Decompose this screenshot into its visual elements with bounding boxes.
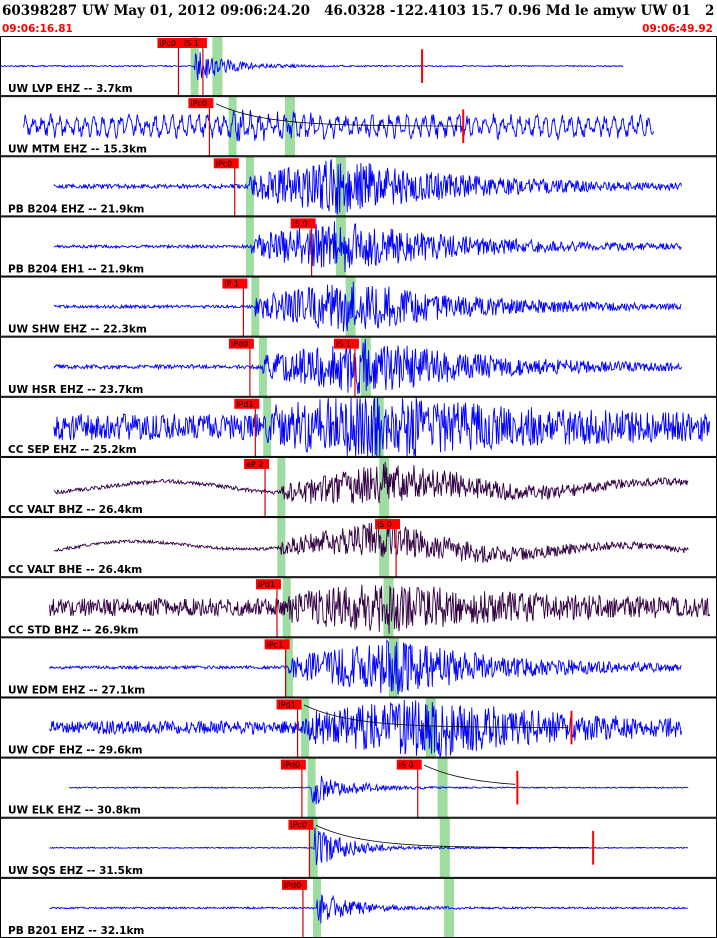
station-label: UW CDF EHZ -- 29.6km bbox=[8, 745, 143, 757]
s-arrival-band bbox=[425, 697, 436, 758]
time-start-label: 09:06:16.81 bbox=[2, 23, 73, 35]
p-arrival-band bbox=[307, 757, 316, 818]
time-end-label: 09:06:49.92 bbox=[642, 23, 713, 35]
waveform-trace bbox=[49, 584, 711, 634]
p-pick-label: iPc1 bbox=[267, 640, 284, 649]
station-label: UW EDM EHZ -- 27.1km bbox=[8, 684, 145, 696]
waveform-trace bbox=[53, 522, 689, 563]
coda-curve bbox=[303, 704, 569, 728]
s-pick-marker bbox=[290, 218, 316, 229]
station-panel: iPc0 UW MTM EHZ -- 15.3km bbox=[0, 96, 717, 157]
waveform-trace bbox=[53, 281, 682, 332]
p-pick-label: iPd0 bbox=[283, 761, 300, 770]
p-pick-marker bbox=[281, 879, 307, 890]
station-label: PB B204 EH1 -- 21.9km bbox=[8, 264, 144, 276]
p-pick-marker bbox=[276, 699, 302, 710]
station-panel: iPd1 CC SEP EHZ -- 25.2km bbox=[0, 396, 717, 457]
p-arrival-band bbox=[277, 456, 286, 518]
station-label: UW SHW EHZ -- 22.3km bbox=[8, 324, 147, 336]
station-label: PB B201 EHZ -- 32.1km bbox=[8, 925, 144, 937]
p-arrival-band bbox=[282, 577, 291, 638]
waveform-trace bbox=[53, 221, 682, 273]
p-arrival-band bbox=[313, 877, 322, 938]
p-pick-label: iPd0 bbox=[231, 340, 248, 349]
station-panel: iPc0 UW SQS EHZ -- 31.5km bbox=[0, 817, 717, 878]
s-pick-marker bbox=[375, 519, 401, 530]
station-panel: iP 1 UW SHW EHZ -- 22.3km bbox=[0, 276, 717, 337]
station-panel: iPc0 iS 1 UW LVP EHZ -- 3.7km bbox=[0, 36, 717, 97]
p-pick-label: iPd1 bbox=[258, 580, 275, 589]
event-title: 60398287 UW May 01, 2012 09:06:24.20 46.… bbox=[2, 3, 715, 19]
waveform-trace bbox=[53, 159, 682, 215]
waveform-trace bbox=[23, 109, 654, 142]
waveform-trace bbox=[0, 52, 624, 81]
p-pick-marker bbox=[213, 158, 239, 169]
p-pick-label: iPc0 bbox=[190, 99, 207, 108]
p-pick-marker bbox=[188, 98, 214, 109]
s-pick-label: iS 0 bbox=[293, 219, 308, 228]
waveform-trace bbox=[69, 775, 689, 805]
p-pick-marker bbox=[157, 38, 183, 48]
station-label: UW HSR EHZ -- 23.7km bbox=[8, 384, 143, 396]
station-label: PB B204 EHZ -- 21.9km bbox=[8, 203, 144, 215]
p-arrival-band bbox=[284, 637, 293, 698]
p-pick-marker bbox=[288, 819, 314, 830]
waveform-trace bbox=[53, 461, 689, 504]
p-pick-label: iPc0 bbox=[159, 39, 176, 48]
p-pick-label: iPc0 bbox=[216, 159, 233, 168]
p-pick-marker bbox=[222, 278, 248, 289]
p-pick-marker bbox=[228, 338, 254, 349]
s-pick-label: iS 1 bbox=[336, 340, 351, 349]
waveform-trace bbox=[49, 699, 683, 758]
s-pick-label: iS 0 bbox=[399, 761, 414, 770]
p-arrival-band bbox=[258, 336, 267, 397]
p-pick-marker bbox=[255, 579, 281, 590]
station-label: UW ELK EHZ -- 30.8km bbox=[8, 805, 141, 817]
station-panel: iPc0 PB B204 EHZ -- 21.9km bbox=[0, 156, 717, 217]
p-arrival-band bbox=[263, 396, 272, 457]
p-pick-label: iPc0 bbox=[290, 821, 307, 830]
coda-curve bbox=[424, 764, 516, 785]
waveform-trace bbox=[49, 894, 689, 924]
s-pick-marker bbox=[181, 38, 207, 48]
s-pick-marker bbox=[396, 759, 422, 770]
waveform-trace bbox=[53, 397, 710, 457]
p-arrival-band bbox=[245, 156, 254, 217]
s-arrival-band bbox=[383, 577, 394, 638]
p-pick-marker bbox=[234, 398, 260, 409]
coda-curve bbox=[315, 824, 589, 849]
p-arrival-band bbox=[277, 517, 286, 578]
p-pick-marker bbox=[244, 458, 270, 469]
station-label: UW LVP EHZ -- 3.7km bbox=[8, 83, 133, 95]
station-label: CC SEP EHZ -- 25.2km bbox=[8, 444, 137, 456]
p-pick-label: iP 1 bbox=[224, 280, 239, 289]
s-pick-label: iS 0 bbox=[377, 520, 392, 529]
record-header: 60398287 UW May 01, 2012 09:06:24.20 46.… bbox=[0, 0, 717, 36]
p-pick-label: iPd0 bbox=[284, 881, 301, 890]
p-arrival-band bbox=[228, 96, 237, 157]
s-arrival-band bbox=[388, 637, 399, 698]
p-pick-label: iPd1 bbox=[236, 400, 253, 409]
seismogram-plot: iPc0 iS 1 UW LVP EHZ -- 3.7km iPc0 UW MTM EH… bbox=[0, 36, 717, 938]
waveform-trace bbox=[49, 639, 682, 695]
p-arrival-band bbox=[251, 276, 260, 337]
p-pick-label: iPd1 bbox=[279, 700, 296, 709]
station-panel: iPc1 UW EDM EHZ -- 27.1km bbox=[0, 637, 717, 698]
station-label: CC VALT BHE -- 26.4km bbox=[8, 564, 142, 576]
station-panel: iS 0 CC VALT BHE -- 26.4km bbox=[0, 517, 717, 578]
station-label: UW SQS EHZ -- 31.5km bbox=[8, 865, 143, 877]
s-pick-label: iS 1 bbox=[184, 39, 199, 48]
station-label: CC STD BHZ -- 26.9km bbox=[8, 624, 138, 636]
station-label: UW MTM EHZ -- 15.3km bbox=[8, 143, 147, 155]
p-pick-marker bbox=[280, 759, 306, 770]
waveform-trace bbox=[53, 338, 682, 395]
p-pick-marker bbox=[264, 639, 290, 650]
s-pick-marker bbox=[333, 338, 359, 349]
p-pick-label: eP 2 bbox=[246, 460, 263, 469]
coda-curve bbox=[215, 103, 463, 127]
station-label: CC VALT BHZ -- 26.4km bbox=[8, 504, 143, 516]
